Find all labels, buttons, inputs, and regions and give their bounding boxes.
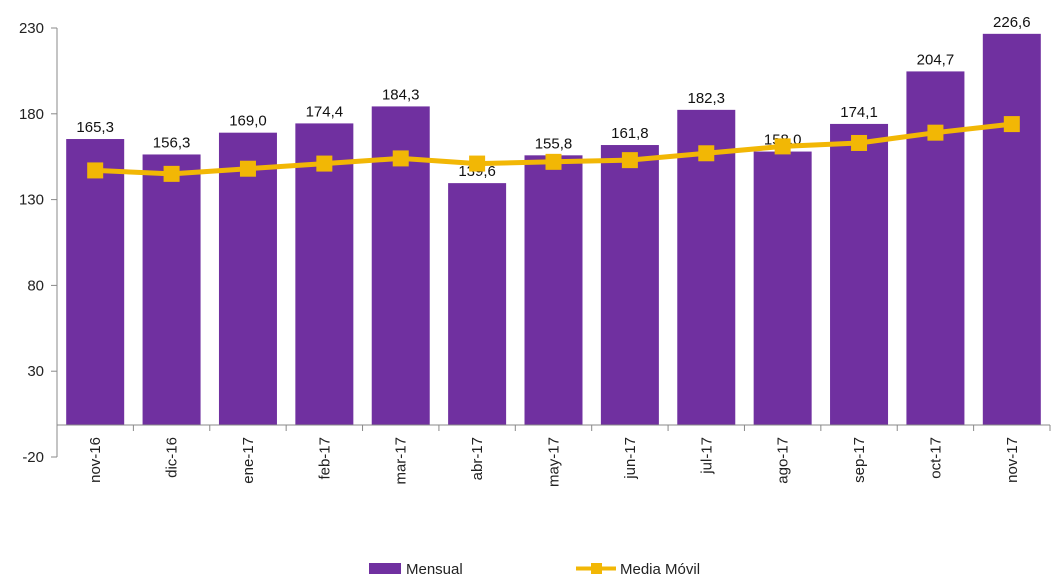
- bar-jun-17: [600, 145, 659, 426]
- moving-average-point-abr-17: [469, 155, 486, 172]
- bar-value-label: 174,4: [306, 103, 344, 120]
- bar-value-label: 169,0: [229, 113, 267, 130]
- y-tick-labels: 230 180 130 80 30 -20: [19, 20, 44, 466]
- bar-value-label: 161,8: [611, 125, 649, 142]
- moving-average-point-ago-17: [774, 138, 791, 155]
- bar-value-label: 182,3: [687, 90, 725, 107]
- x-tick-label: ago-17: [775, 437, 792, 484]
- x-tick-label: may-17: [546, 437, 563, 487]
- bar-ene-17: [218, 132, 277, 425]
- moving-average-point-ene-17: [239, 160, 256, 177]
- bar-value-label: 155,8: [535, 135, 573, 152]
- x-tick-label: jun-17: [622, 437, 639, 480]
- x-tick-label: jul-17: [698, 437, 715, 475]
- bar-abr-17: [448, 183, 507, 425]
- moving-average-point-sep-17: [851, 134, 868, 151]
- moving-average-point-mar-17: [392, 150, 409, 167]
- legend-label-media-movil: Media Móvil: [620, 561, 700, 578]
- bar-value-label: 156,3: [153, 134, 191, 151]
- moving-average-point-feb-17: [316, 155, 333, 172]
- moving-average-series: [87, 116, 1020, 182]
- x-tick-label: feb-17: [316, 437, 333, 480]
- bars: [66, 33, 1041, 426]
- bar-feb-17: [295, 123, 354, 425]
- bar-may-17: [524, 155, 583, 425]
- x-tick-label: oct-17: [927, 437, 944, 479]
- bar-value-label: 184,3: [382, 86, 420, 103]
- legend-swatch-mensual: [369, 563, 401, 574]
- x-tick-labels: nov-16 dic-16 ene-17 feb-17 mar-17 abr-17 may-…: [87, 437, 1021, 487]
- x-tick-label: sep-17: [851, 437, 868, 483]
- bar-value-label: 165,3: [76, 119, 114, 136]
- y-tick-label: 30: [27, 363, 44, 380]
- x-tick-label: dic-16: [164, 437, 181, 478]
- moving-average-point-may-17: [545, 153, 562, 170]
- bar-jul-17: [677, 109, 736, 425]
- bar-value-label: 226,6: [993, 14, 1031, 31]
- moving-average-point-oct-17: [927, 124, 944, 141]
- legend: Mensual Media Móvil: [369, 561, 700, 578]
- moving-average-point-dic-16: [163, 165, 180, 182]
- bar-oct-17: [906, 71, 965, 426]
- bar-nov-17: [982, 33, 1041, 425]
- legend-swatch-media-movil-marker: [591, 563, 602, 574]
- x-tick-label: nov-17: [1004, 437, 1021, 483]
- legend-label-mensual: Mensual: [406, 561, 463, 578]
- moving-average-point-jul-17: [698, 145, 715, 162]
- bar-sep-17: [830, 123, 889, 425]
- moving-average-point-nov-16: [87, 162, 104, 179]
- y-tick-label: 180: [19, 106, 44, 123]
- moving-average-point-nov-17: [1003, 116, 1020, 133]
- bar-value-label: 204,7: [917, 51, 955, 68]
- x-tick-label: abr-17: [469, 437, 486, 480]
- y-tick-label: -20: [22, 449, 44, 466]
- moving-average-point-jun-17: [621, 152, 638, 169]
- x-axis: [56, 424, 1051, 431]
- x-tick-label: ene-17: [240, 437, 257, 484]
- x-tick-label: nov-16: [87, 437, 104, 483]
- y-tick-label: 80: [27, 277, 44, 294]
- bar-value-labels: 165,3 156,3 169,0 174,4 184,3 139,6 155,8 161,8…: [76, 14, 1030, 180]
- x-tick-label: mar-17: [393, 437, 410, 485]
- bar-value-label: 139,6: [458, 163, 496, 180]
- bar-nov-16: [66, 139, 125, 425]
- y-tick-label: 230: [19, 20, 44, 37]
- y-axis: [51, 27, 58, 458]
- bar-ago-17: [753, 151, 812, 425]
- y-tick-label: 130: [19, 192, 44, 209]
- bar-dic-16: [142, 154, 201, 426]
- bar-value-label: 174,1: [840, 104, 878, 121]
